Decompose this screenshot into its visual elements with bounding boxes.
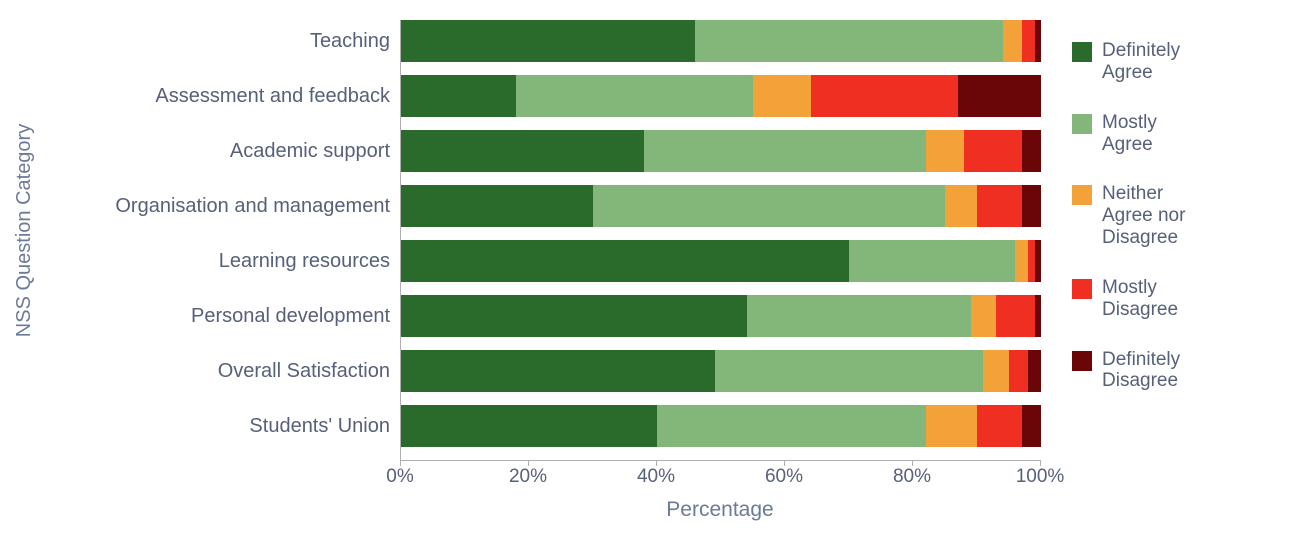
bar-segment: [1035, 20, 1041, 62]
legend-label: DefinitelyDisagree: [1102, 349, 1180, 393]
legend-item: MostlyAgree: [1072, 112, 1282, 156]
bar-row: [401, 185, 1041, 227]
bar-segment: [849, 240, 1015, 282]
bar-segment: [977, 405, 1022, 447]
legend-item: NeitherAgree norDisagree: [1072, 183, 1282, 249]
bar-row: [401, 130, 1041, 172]
legend: DefinitelyAgree MostlyAgree NeitherAgree n…: [1072, 40, 1282, 420]
bar-segment: [1009, 350, 1028, 392]
bar-segment: [401, 405, 657, 447]
bar-segment: [971, 295, 997, 337]
x-axis-ticks: 0% 20% 40% 60% 80% 100%: [400, 460, 1040, 490]
y-axis-category-label: Overall Satisfaction: [50, 361, 390, 381]
bar-row: [401, 350, 1041, 392]
legend-label: NeitherAgree norDisagree: [1102, 183, 1185, 249]
legend-item: MostlyDisagree: [1072, 277, 1282, 321]
plot-area: [400, 20, 1041, 461]
bar-segment: [747, 295, 971, 337]
bar-segment: [401, 350, 715, 392]
x-tick: 60%: [784, 460, 785, 466]
legend-swatch: [1072, 351, 1092, 371]
y-axis-category-label: Teaching: [50, 31, 390, 51]
x-tick-label: 40%: [626, 466, 686, 488]
legend-swatch: [1072, 185, 1092, 205]
bar-row: [401, 75, 1041, 117]
y-axis-category-label: Organisation and management: [50, 196, 390, 216]
nss-stacked-bar-chart: NSS Question Category Teaching Assessment…: [0, 0, 1294, 538]
bar-row: [401, 20, 1041, 62]
bar-segment: [1022, 20, 1035, 62]
bar-segment: [964, 130, 1022, 172]
x-tick-label: 80%: [882, 466, 942, 488]
legend-swatch: [1072, 279, 1092, 299]
bar-row: [401, 295, 1041, 337]
bar-segment: [715, 350, 984, 392]
bar-segment: [958, 75, 1041, 117]
bar-segment: [945, 185, 977, 227]
bar-segment: [401, 295, 747, 337]
x-tick: 20%: [528, 460, 529, 466]
legend-label: DefinitelyAgree: [1102, 40, 1180, 84]
bar-segment: [983, 350, 1009, 392]
bar-segment: [1035, 240, 1041, 282]
x-tick-label: 20%: [498, 466, 558, 488]
x-tick: 0%: [400, 460, 401, 466]
x-tick: 80%: [912, 460, 913, 466]
legend-swatch: [1072, 42, 1092, 62]
x-tick-label: 60%: [754, 466, 814, 488]
bar-segment: [401, 185, 593, 227]
bar-segment: [811, 75, 958, 117]
bar-segment: [1015, 240, 1028, 282]
bar-segment: [657, 405, 926, 447]
y-axis-labels: Teaching Assessment and feedback Academic …: [50, 20, 390, 460]
bar-row: [401, 240, 1041, 282]
bar-segment: [1003, 20, 1022, 62]
bar-segment: [401, 20, 695, 62]
legend-swatch: [1072, 114, 1092, 134]
y-axis-category-label: Personal development: [50, 306, 390, 326]
x-tick-label: 0%: [370, 466, 430, 488]
bar-segment: [1022, 405, 1041, 447]
legend-label: MostlyDisagree: [1102, 277, 1178, 321]
bar-segment: [1022, 130, 1041, 172]
bar-row: [401, 405, 1041, 447]
y-axis-category-label: Students' Union: [50, 416, 390, 436]
bar-segment: [996, 295, 1034, 337]
bar-segment: [695, 20, 1002, 62]
y-axis-category-label: Assessment and feedback: [50, 86, 390, 106]
y-axis-category-label: Academic support: [50, 141, 390, 161]
x-axis-title: Percentage: [400, 498, 1040, 522]
bar-segment: [926, 130, 964, 172]
bar-segment: [1022, 185, 1041, 227]
bar-segment: [401, 240, 849, 282]
bar-segment: [593, 185, 945, 227]
bar-segment: [401, 75, 516, 117]
legend-item: DefinitelyAgree: [1072, 40, 1282, 84]
legend-item: DefinitelyDisagree: [1072, 349, 1282, 393]
x-tick: 40%: [656, 460, 657, 466]
x-tick: 100%: [1040, 460, 1041, 466]
legend-label: MostlyAgree: [1102, 112, 1157, 156]
bar-segment: [926, 405, 977, 447]
bar-segment: [753, 75, 811, 117]
y-axis-category-label: Learning resources: [50, 251, 390, 271]
x-tick-label: 100%: [1010, 466, 1070, 488]
bar-segment: [1028, 350, 1041, 392]
bar-segment: [1035, 295, 1041, 337]
bar-segment: [516, 75, 753, 117]
bar-segment: [644, 130, 926, 172]
bar-segment: [977, 185, 1022, 227]
y-axis-title: NSS Question Category: [0, 0, 50, 460]
bar-segment: [401, 130, 644, 172]
